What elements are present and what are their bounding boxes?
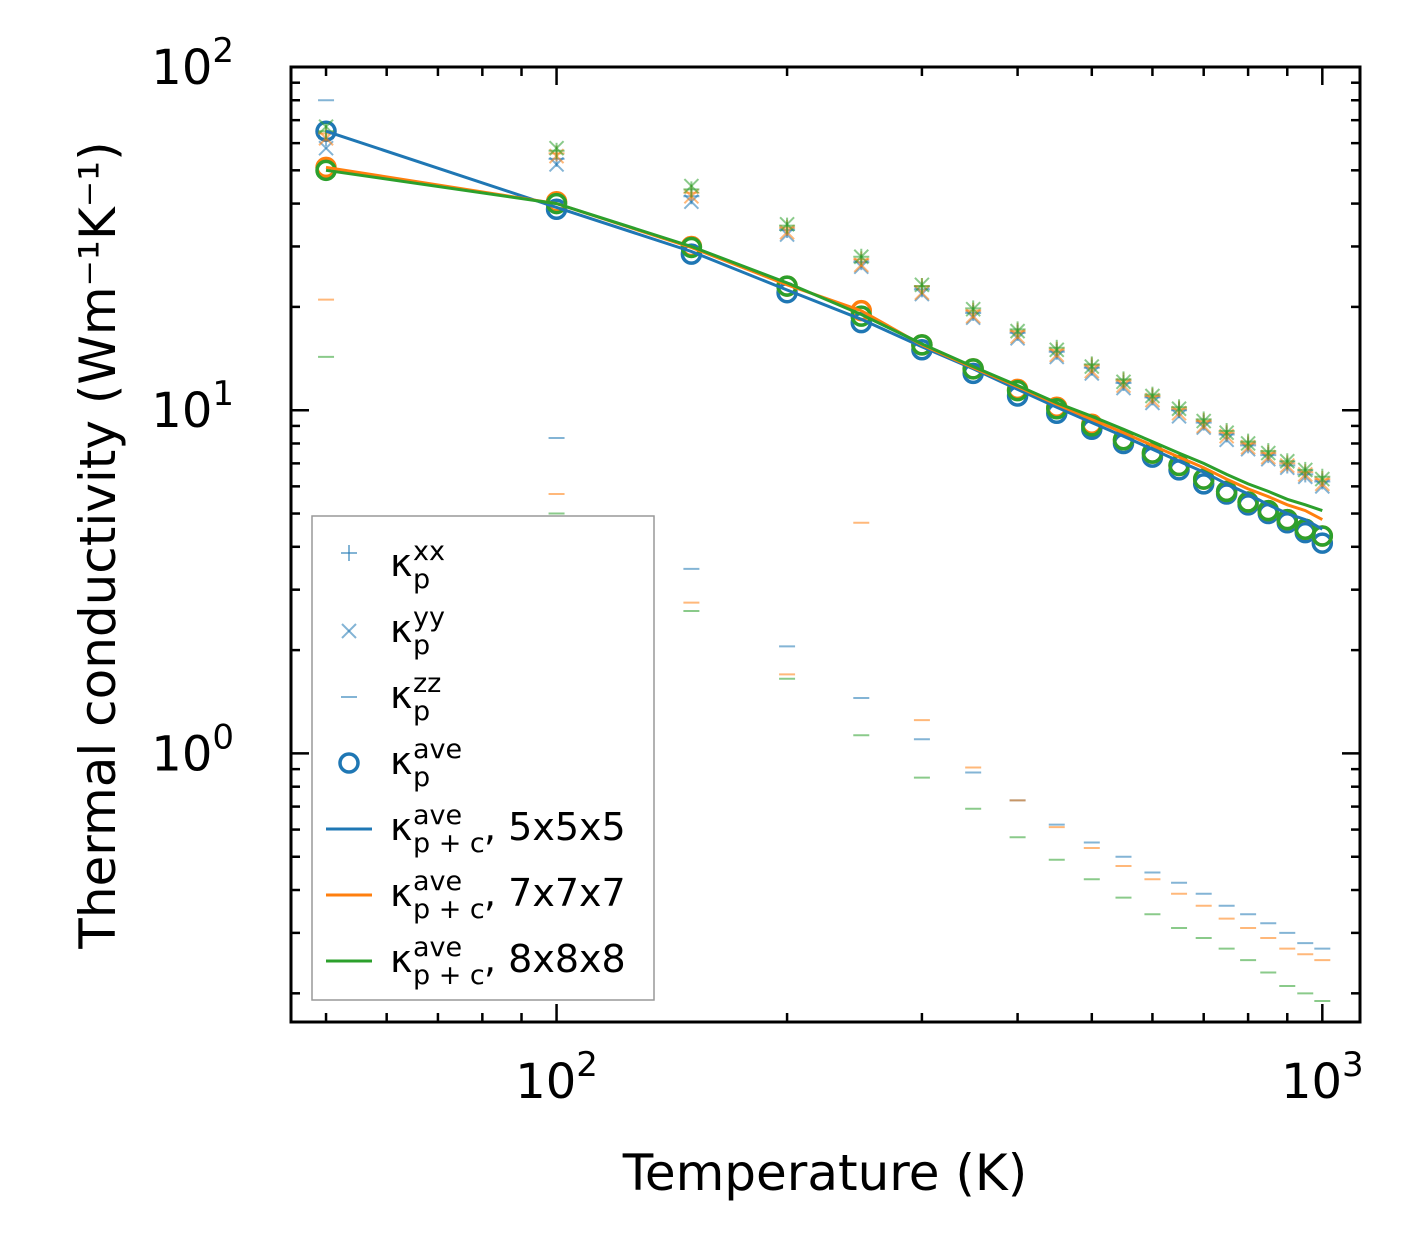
legend-subscript: p + c <box>413 960 485 991</box>
kyy-point-b <box>1084 358 1100 375</box>
kyy-point-b <box>318 118 334 135</box>
kyy-point-b <box>683 178 700 194</box>
plot-frame <box>289 65 1362 1024</box>
y-tick-exp: 2 <box>212 31 234 71</box>
legend-superscript: ave <box>413 734 462 765</box>
y-axis-label: Thermal conductivity (Wm⁻¹K⁻¹) <box>69 141 127 949</box>
kyy-point-b <box>1009 323 1026 339</box>
kyy-point-b <box>914 277 930 293</box>
kyy-point-b <box>853 249 869 265</box>
legend-superscript: xx <box>413 536 445 567</box>
legend-kappa: κ <box>390 871 412 915</box>
legend-superscript: yy <box>413 602 445 633</box>
kyy-point-b <box>1195 413 1212 429</box>
kyy-point-b <box>965 301 981 317</box>
y-tick-exp: 0 <box>212 717 234 757</box>
kave-point <box>1276 508 1299 531</box>
y-tick-label: 102 <box>151 31 234 96</box>
x-tick-base: 10 <box>515 1054 576 1110</box>
y-tick-exp: 1 <box>212 374 234 414</box>
x-tick-base: 10 <box>1281 1054 1342 1110</box>
kyy-point-b <box>1314 471 1331 487</box>
kyy-point-b <box>1171 401 1187 417</box>
x-tick-label: 102 <box>515 1045 598 1110</box>
kave-point <box>1192 468 1215 490</box>
kave-point <box>1311 532 1334 554</box>
x-tick-exp: 3 <box>1342 1045 1364 1085</box>
legend-x-marker-b <box>341 623 357 639</box>
y-tick-base: 10 <box>151 40 212 96</box>
kave-point <box>1257 499 1280 522</box>
legend-superscript: ave <box>413 800 462 831</box>
legend-subscript: p <box>413 696 430 727</box>
legend-kappa: κ <box>390 673 412 717</box>
legend-kappa: κ <box>390 739 412 783</box>
y-tick-base: 10 <box>151 726 212 782</box>
kyy-point-b <box>1297 462 1313 478</box>
legend-subscript: p <box>413 564 430 595</box>
legend-item-1: κ yyp <box>341 602 445 661</box>
kave-point <box>1311 525 1334 547</box>
kyy-point-b <box>1049 342 1065 358</box>
legend-suffix: , 5x5x5 <box>484 805 626 849</box>
kave-point <box>911 334 933 356</box>
legend-subscript: p <box>413 762 430 793</box>
x-tick-label: 103 <box>1281 1045 1364 1110</box>
series-8x8x8 <box>315 118 1334 1002</box>
kyy-point-b <box>1144 388 1161 404</box>
kave-pc-line-8x8x8 <box>325 168 1323 513</box>
kyy-point-b <box>683 194 700 210</box>
legend-suffix: , 7x7x7 <box>484 871 626 915</box>
kave-pc-line-7x7x7 <box>325 165 1324 521</box>
legend-subscript: p + c <box>413 894 485 925</box>
legend-suffix: , 8x8x8 <box>484 937 626 981</box>
legend-subscript: p + c <box>413 828 485 859</box>
kyy-point-b <box>1240 435 1256 452</box>
x-axis-label: Temperature (K) <box>622 1144 1027 1202</box>
legend-item-2: κ zzp <box>341 668 441 727</box>
legend-circle-marker <box>338 752 360 774</box>
y-tick-base: 10 <box>151 383 212 439</box>
legend-item-0: κ xxp <box>341 536 445 595</box>
legend-frame <box>311 515 655 1001</box>
y-tick-label: 101 <box>151 374 234 439</box>
legend-kappa: κ <box>390 937 412 981</box>
kave-pc-line-5x5x5 <box>325 129 1324 531</box>
legend-kappa: κ <box>390 541 412 585</box>
kyy-point-b <box>1260 445 1276 461</box>
legend-kappa: κ <box>390 805 412 849</box>
kyy-point-b <box>548 140 565 156</box>
data-layer <box>315 99 1334 1002</box>
y-tick-label: 100 <box>151 717 234 782</box>
legend-subscript: p <box>413 630 430 661</box>
legend-superscript: ave <box>413 866 462 897</box>
kyy-point-b <box>779 216 795 233</box>
legend-superscript: zz <box>413 668 441 699</box>
legend-kappa: κ <box>390 607 412 651</box>
kyy-point-b <box>1279 453 1295 469</box>
kyy-point-b <box>1115 374 1132 390</box>
x-tick-exp: 2 <box>576 1045 598 1085</box>
legend-superscript: ave <box>413 932 462 963</box>
kyy-point-b <box>1218 424 1235 441</box>
